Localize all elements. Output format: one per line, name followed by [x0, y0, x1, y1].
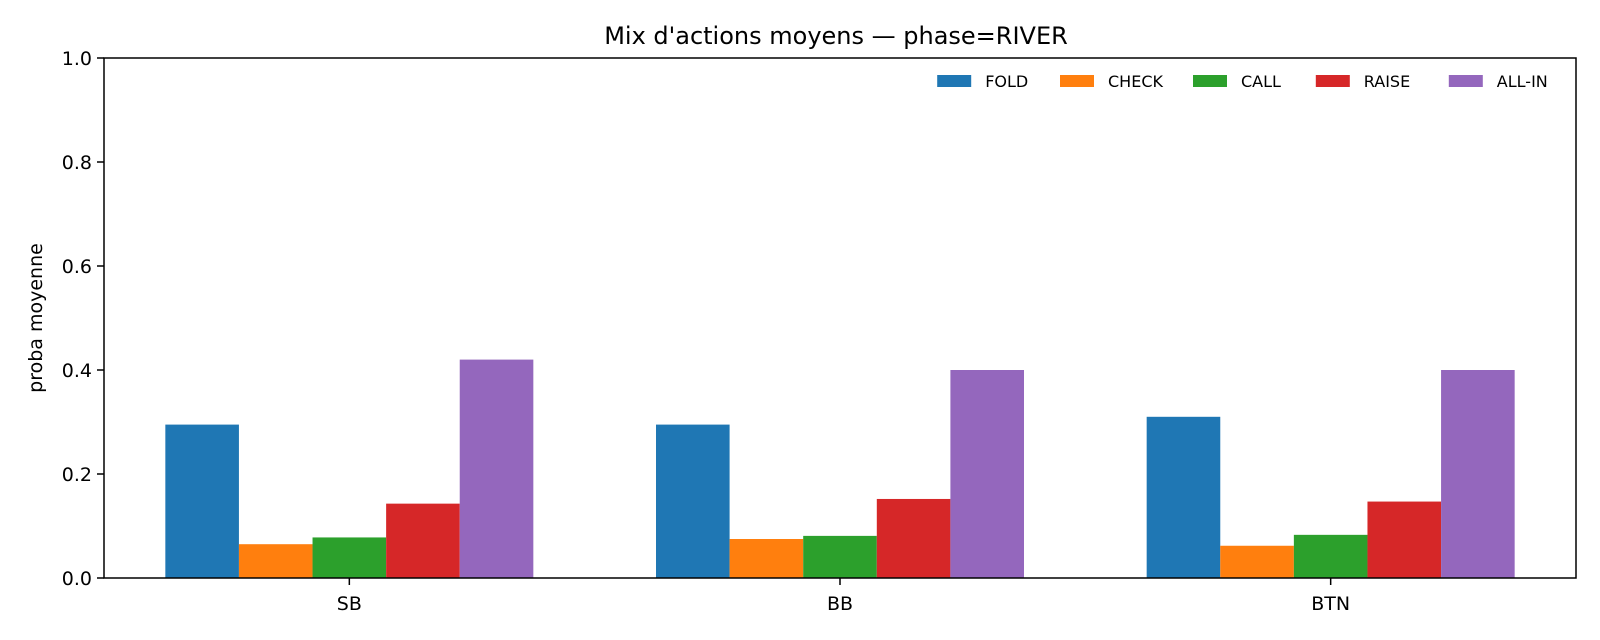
bar-sb-call [312, 537, 387, 578]
legend-swatch-raise [1315, 75, 1350, 87]
bar-sb-all-in [459, 359, 534, 578]
plot-frame [103, 57, 1577, 579]
legend-label-all-in: ALL-IN [1497, 72, 1548, 91]
bar-btn-all-in [1441, 370, 1515, 578]
y-tick-label: 1.0 [62, 48, 92, 70]
y-tick-label: 0.6 [62, 256, 92, 278]
bar-sb-raise [386, 503, 460, 578]
legend-swatch-check [1060, 75, 1094, 87]
bar-btn-raise [1367, 501, 1442, 578]
x-tick-label-btn: BTN [1311, 593, 1350, 615]
legend-label-raise: RAISE [1364, 72, 1410, 91]
bar-sb-fold [165, 424, 239, 578]
bar-sb-check [238, 544, 313, 578]
x-tick-label-bb: BB [827, 593, 853, 615]
bar-bb-call [803, 535, 877, 578]
y-tick-label: 0.4 [62, 360, 92, 382]
legend-label-fold: FOLD [985, 72, 1028, 91]
bar-bb-check [729, 539, 804, 578]
legend-label-check: CHECK [1108, 72, 1163, 91]
y-tick-label: 0.2 [62, 464, 92, 486]
bar-bb-fold [656, 424, 730, 578]
y-tick-label: 0.0 [62, 568, 92, 590]
axes-group: 0.0 0.2 0.4 0.6 0.8 1.0 SB BB BTN [62, 48, 1577, 615]
bar-bb-raise [876, 498, 951, 578]
bar-btn-fold [1146, 416, 1221, 578]
legend-label-call: CALL [1241, 72, 1281, 91]
bar-btn-call [1293, 534, 1368, 578]
y-axis-label: proba moyenne [25, 243, 47, 393]
legend-swatch-fold [937, 75, 972, 87]
bar-btn-check [1220, 545, 1294, 578]
bars-group [165, 359, 1515, 578]
legend: FOLD CHECK CALL RAISE ALL-IN [937, 72, 1548, 91]
x-tick-label-sb: SB [337, 593, 362, 615]
y-tick-label: 0.8 [62, 152, 92, 174]
legend-swatch-call [1193, 75, 1227, 87]
legend-swatch-all-in [1448, 75, 1483, 87]
chart-title: Mix d'actions moyens — phase=RIVER [604, 22, 1068, 50]
bar-bb-all-in [950, 370, 1024, 578]
